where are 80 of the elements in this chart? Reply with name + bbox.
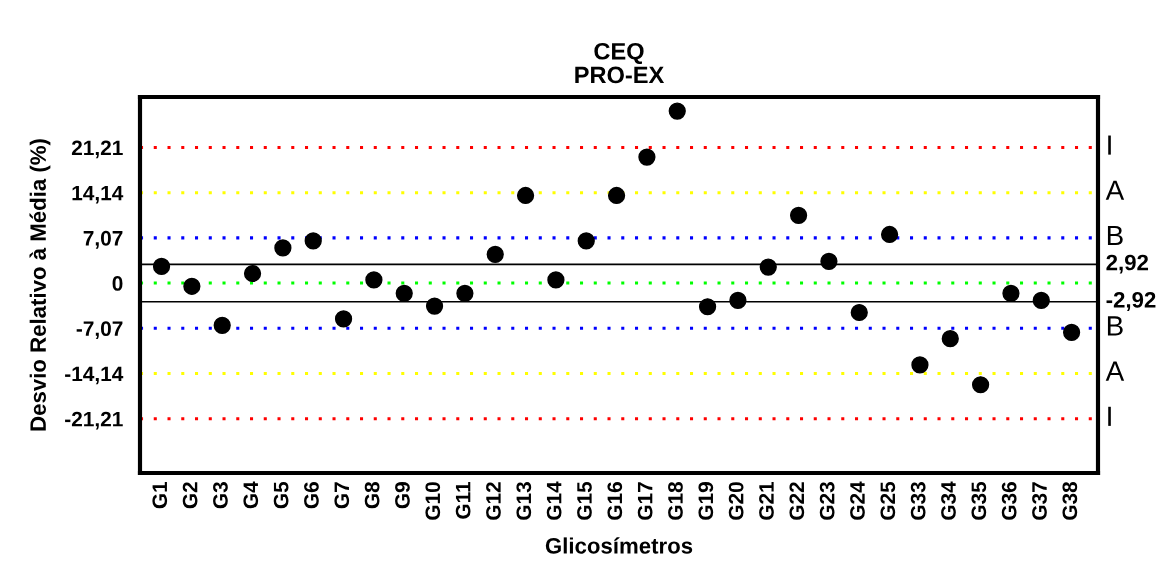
point [547, 271, 565, 289]
ref-line-label: I [1108, 406, 1111, 426]
x-tick-label: G23 [819, 482, 835, 520]
x-tick-label: G8 [364, 481, 380, 509]
ref-line-label: 2,92 [1106, 254, 1149, 274]
point [759, 258, 777, 276]
point [1032, 291, 1050, 309]
point [789, 206, 808, 224]
x-tick-label: G37 [1032, 482, 1047, 520]
x-tick-label: G36 [1001, 482, 1017, 520]
point [820, 252, 838, 270]
ref-line-label: I [1108, 135, 1111, 155]
ref-line-label: -2,92 [1106, 291, 1156, 311]
x-tick-label: G17 [637, 482, 653, 520]
point [577, 232, 595, 250]
x-tick-label: G15 [577, 481, 592, 520]
point [425, 297, 444, 315]
point [243, 264, 262, 283]
x-tick-label: G22 [789, 482, 805, 520]
ref-line-label: A [1105, 361, 1125, 381]
y-tick-label: 0 [112, 276, 123, 291]
point [456, 284, 474, 302]
x-tick-label: G14 [546, 481, 562, 520]
x-tick-label: G35 [971, 481, 987, 520]
point [668, 102, 686, 120]
point [941, 330, 959, 348]
point [516, 186, 535, 205]
point [213, 316, 231, 334]
x-axis-title: Glicosímetros [545, 537, 693, 554]
point [880, 225, 899, 244]
chart-title: CEQ PRO-EX [575, 42, 665, 84]
x-tick-label: G38 [1062, 481, 1078, 520]
x-tick-label: G1 [152, 481, 168, 509]
x-tick-label: G11 [455, 481, 471, 519]
point [274, 239, 292, 257]
x-tick-label: G24 [850, 481, 865, 520]
y-tick-label: 21,21 [71, 140, 123, 159]
point [152, 257, 171, 276]
x-tick-label: G33 [910, 482, 926, 520]
point [486, 245, 504, 263]
point [971, 376, 990, 394]
x-tick-label: G3 [213, 482, 228, 509]
x-tick-label: G34 [941, 481, 956, 520]
point [698, 298, 717, 316]
y-tick-label: 14,14 [72, 185, 124, 204]
point [334, 310, 353, 328]
x-tick-label: G2 [182, 482, 198, 509]
point [395, 284, 413, 302]
x-tick-label: G19 [698, 482, 714, 520]
x-tick-label: G13 [516, 482, 532, 520]
y-tick-label: -14,14 [65, 366, 124, 385]
y-axis-title: Desvio Relativo à Média (%) [29, 139, 51, 431]
point [365, 271, 383, 289]
point [911, 356, 929, 374]
point [183, 277, 201, 295]
x-tick-label: G20 [728, 482, 744, 520]
x-tick-label: G18 [668, 481, 683, 520]
x-tick-label: G4 [243, 481, 259, 509]
x-tick-label: G7 [334, 482, 350, 509]
y-tick-label: -7,07 [76, 321, 123, 340]
x-tick-label: G21 [759, 481, 774, 520]
ref-line-label: B [1107, 225, 1123, 246]
y-tick-label: 7,07 [83, 230, 123, 249]
x-tick-label: G5 [273, 481, 289, 509]
point [607, 186, 626, 205]
ref-line-label: B [1107, 316, 1123, 336]
x-tick-label: G16 [607, 482, 623, 520]
x-tick-label: G6 [304, 482, 319, 509]
y-tick-label: -21,21 [65, 411, 123, 430]
x-tick-label: G10 [425, 482, 441, 520]
point [304, 232, 322, 250]
x-tick-label: G9 [395, 482, 410, 509]
point [638, 148, 656, 166]
point [850, 303, 868, 322]
point [1002, 284, 1020, 302]
x-tick-label: G12 [486, 482, 501, 520]
ref-line-label: A [1105, 180, 1125, 200]
point [1062, 323, 1081, 341]
point [729, 291, 747, 309]
x-tick-label: G25 [880, 481, 896, 520]
